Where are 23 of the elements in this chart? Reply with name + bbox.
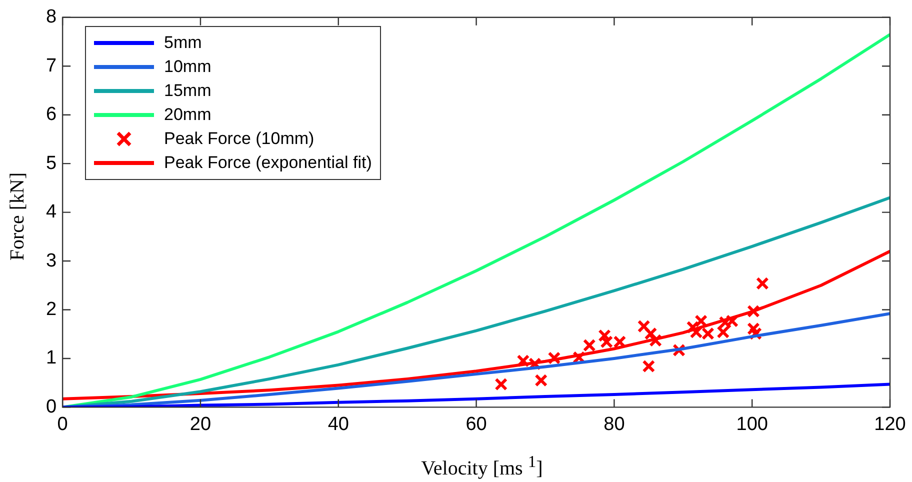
y-tick-label: 4 [46,202,57,223]
y-tick-label: 1 [46,348,57,369]
y-tick-label: 5 [46,152,57,174]
legend-label: 5mm [164,33,202,53]
x-tick-label: 100 [736,414,768,435]
y-tick-label: 2 [46,298,57,320]
legend-label: 15mm [164,81,212,101]
y-tick-label: 0 [46,396,57,418]
x-tick-label: 20 [190,414,212,435]
x-axis-title: Velocity [ms $^{1}$] [420,452,544,481]
x-tick-label: 60 [466,414,487,435]
y-tick-label: 3 [46,250,57,272]
y-tick-label: 7 [46,55,57,76]
x-tick-label: 40 [328,414,349,435]
x-tick-label: 80 [604,414,625,435]
legend-label: 20mm [164,105,212,125]
y-tick-label: 6 [46,104,57,126]
legend-label: Peak Force (exponential fit) [164,153,372,173]
y-axis-title: Force [kN] [6,171,30,263]
legend-label: 10mm [164,57,212,77]
legend-label: Peak Force (10mm) [164,129,314,149]
x-tick-label: 120 [874,414,906,435]
y-tick-label: 8 [46,6,57,28]
